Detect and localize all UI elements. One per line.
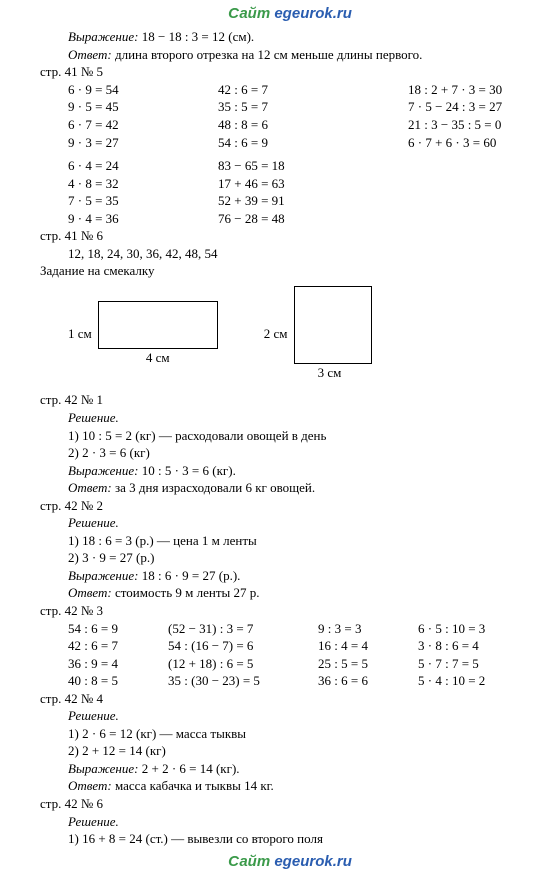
p42n1-ans: Ответ: за 3 дня израсходовали 6 кг овоще… <box>68 479 540 497</box>
p42n4-l1: 1) 2 · 6 = 12 (кг) — масса тыквы <box>68 725 540 743</box>
top-answer: Ответ: длина второго отрезка на 12 см ме… <box>40 46 540 64</box>
p42n4-header: стр. 42 № 4 <box>40 690 540 708</box>
reshenie-label4: Решение. <box>68 813 540 831</box>
expr-value: 18 − 18 : 3 = 12 (см). <box>142 29 254 44</box>
shapes-row: 1 см 4 см 2 см 3 см <box>40 286 540 382</box>
site-word2: egeurok.ru <box>274 5 352 22</box>
p41n6-header: стр. 41 № 6 <box>40 227 540 245</box>
g2-r4: 9 · 4 = 3676 − 28 = 48 <box>68 210 540 228</box>
ans-text: длина второго отрезка на 12 см меньше дл… <box>115 47 422 62</box>
shape1-bottom: 4 см <box>146 349 170 367</box>
sequence: 12, 18, 24, 30, 36, 42, 48, 54 <box>40 245 540 263</box>
reshenie-label: Решение. <box>68 409 540 427</box>
smekalka-header: Задание на смекалку <box>40 262 540 280</box>
p42n2-header: стр. 42 № 2 <box>40 497 540 515</box>
shape2-bottom: 3 см <box>318 364 342 382</box>
p42n2-l1: 1) 18 : 6 = 3 (р.) — цена 1 м ленты <box>68 532 540 550</box>
p42n6-header: стр. 42 № 6 <box>40 795 540 813</box>
ans-label: Ответ: <box>68 47 112 62</box>
g1-r2: 9 · 5 = 4535 : 5 = 77 · 5 − 24 : 3 = 27 <box>68 98 540 116</box>
g1-r4: 9 · 3 = 2754 : 6 = 96 · 7 + 6 · 3 = 60 <box>68 134 540 152</box>
g3-r4: 40 : 8 = 535 : (30 − 23) = 536 : 6 = 65 … <box>68 672 540 690</box>
g1-r1: 6 · 9 = 5442 : 6 = 718 : 2 + 7 · 3 = 30 <box>68 81 540 99</box>
p42n6-l1: 1) 16 + 8 = 24 (ст.) — вывезли со второг… <box>68 830 540 848</box>
g2-r1: 6 · 4 = 2483 − 65 = 18 <box>68 157 540 175</box>
site-header: Сайт egeurok.ru <box>40 4 540 24</box>
p42n4-vyr: Выражение: 2 + 2 · 6 = 14 (кг). <box>68 760 540 778</box>
p42n4-l2: 2) 2 + 12 = 14 (кг) <box>68 742 540 760</box>
expr-label: Выражение: <box>68 29 138 44</box>
g3-r3: 36 : 9 = 4(12 + 18) : 6 = 525 : 5 = 55 ·… <box>68 655 540 673</box>
p42n2-l2: 2) 3 · 9 = 27 (р.) <box>68 549 540 567</box>
rect1 <box>98 301 218 349</box>
site-word1: Сайт <box>228 5 270 22</box>
p41n5-header: стр. 41 № 5 <box>40 63 540 81</box>
p42n3-header: стр. 42 № 3 <box>40 602 540 620</box>
g3-r1: 54 : 6 = 9(52 − 31) : 3 = 79 : 3 = 36 · … <box>68 620 540 638</box>
p42n1-l2: 2) 2 · 3 = 6 (кг) <box>68 444 540 462</box>
top-expression: Выражение: 18 − 18 : 3 = 12 (см). <box>40 28 540 46</box>
site-footer: Сайт egeurok.ru <box>40 852 540 872</box>
site-word2f: egeurok.ru <box>274 853 352 870</box>
p42n2-ans: Ответ: стоимость 9 м ленты 27 р. <box>68 584 540 602</box>
g1-r3: 6 · 7 = 4248 : 8 = 621 : 3 − 35 : 5 = 0 <box>68 116 540 134</box>
g2-r3: 7 · 5 = 3552 + 39 = 91 <box>68 192 540 210</box>
reshenie-label2: Решение. <box>68 514 540 532</box>
p42n1-l1: 1) 10 : 5 = 2 (кг) — расходовали овощей … <box>68 427 540 445</box>
p42n1-header: стр. 42 № 1 <box>40 391 540 409</box>
rect2 <box>294 286 372 364</box>
p42n2-vyr: Выражение: 18 : 6 · 9 = 27 (р.). <box>68 567 540 585</box>
p42n1-vyr: Выражение: 10 : 5 · 3 = 6 (кг). <box>68 462 540 480</box>
shape2-left: 2 см <box>264 325 288 343</box>
g2-r2: 4 · 8 = 3217 + 46 = 63 <box>68 175 540 193</box>
site-word1f: Сайт <box>228 853 270 870</box>
g3-r2: 42 : 6 = 754 : (16 − 7) = 616 : 4 = 43 ·… <box>68 637 540 655</box>
shape1-left: 1 см <box>68 325 92 343</box>
reshenie-label3: Решение. <box>68 707 540 725</box>
p42n4-ans: Ответ: масса кабачка и тыквы 14 кг. <box>68 777 540 795</box>
